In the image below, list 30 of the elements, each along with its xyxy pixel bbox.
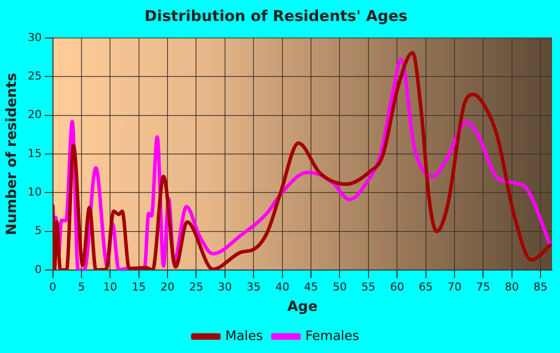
x-tick-label: 80 xyxy=(504,280,519,294)
x-tick-label: 65 xyxy=(418,280,433,294)
legend-label: Males xyxy=(225,328,264,344)
y-tick-label: 10 xyxy=(28,186,42,199)
y-tick-label: 15 xyxy=(28,146,42,160)
x-tick-label: 45 xyxy=(304,280,318,294)
chart-title: Distribution of Residents' Ages xyxy=(144,6,408,25)
y-tick-label: 5 xyxy=(34,224,42,238)
x-tick-label: 85 xyxy=(534,280,548,294)
x-tick-label: 75 xyxy=(476,280,490,294)
x-tick-label: 50 xyxy=(332,280,347,294)
x-tick-label: 5 xyxy=(78,280,85,294)
y-tick-label: 30 xyxy=(28,30,42,44)
x-tick-label: 30 xyxy=(218,280,232,294)
x-tick-label: 25 xyxy=(189,280,204,294)
x-tick-label: 0 xyxy=(49,280,56,294)
x-tick-label: 70 xyxy=(447,280,462,294)
y-tick-label: 20 xyxy=(28,108,42,122)
x-tick-label: 20 xyxy=(160,280,175,294)
x-tick-label: 35 xyxy=(246,280,261,294)
x-tick-label: 40 xyxy=(275,280,290,294)
x-tick-label: 15 xyxy=(132,280,146,294)
x-axis-title: Age xyxy=(287,299,318,316)
y-tick-label: 25 xyxy=(28,70,42,83)
legend-label: Females xyxy=(305,328,360,344)
y-axis-title: Number of residents xyxy=(4,72,20,236)
x-tick-label: 55 xyxy=(361,280,376,294)
y-tick-label: 0 xyxy=(34,262,42,276)
x-tick-label: 10 xyxy=(103,280,118,294)
x-tick-label: 60 xyxy=(390,280,404,294)
